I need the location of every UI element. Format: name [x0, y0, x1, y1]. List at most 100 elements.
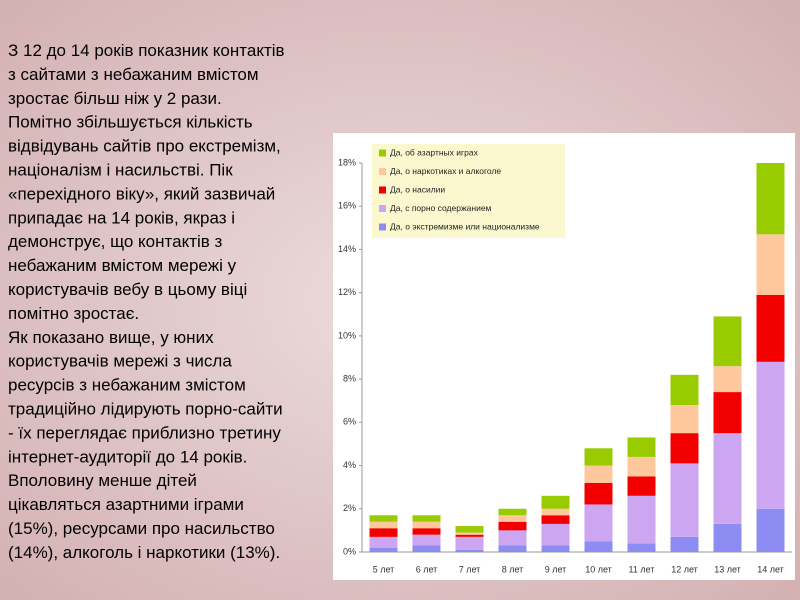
legend-label: Да, о наркотиках и алкоголе	[390, 166, 501, 176]
y-tick-label: 0%	[343, 546, 356, 556]
bar-segment	[670, 536, 699, 552]
bar-segment	[670, 374, 699, 406]
bar-segment	[412, 534, 441, 546]
text-line: припадає на 14 років, якраз і	[8, 208, 235, 227]
y-tick-label: 4%	[343, 460, 356, 470]
legend-swatch	[379, 223, 386, 231]
bar-segment	[369, 547, 398, 552]
bar-segment	[498, 508, 527, 516]
bar-segment	[369, 521, 398, 529]
y-tick-label: 2%	[343, 503, 356, 513]
text-line: традиційно лідирують порно-сайти	[8, 400, 283, 419]
bar-segment	[584, 541, 613, 552]
legend-swatch	[379, 149, 386, 157]
x-tick-label: 11 лет	[629, 564, 655, 574]
text-line: ресурсів з небажаним змістом	[8, 376, 246, 395]
x-tick-label: 12 лет	[671, 564, 698, 574]
bar-segment	[455, 532, 484, 535]
text-line: (15%), ресурсами про насильство	[8, 519, 275, 538]
bar-segment	[584, 448, 613, 466]
bar-segment	[756, 234, 785, 295]
x-tick-label: 9 лет	[545, 564, 567, 574]
text-line: Вполовину менше дітей	[8, 471, 197, 490]
x-tick-label: 6 лет	[416, 564, 438, 574]
y-tick-label: 10%	[338, 330, 356, 340]
bar-segment	[756, 508, 785, 552]
bar-segment	[541, 515, 570, 524]
text-line: інтернет-аудиторії до 14 років.	[8, 447, 247, 466]
bar-segment	[369, 536, 398, 548]
x-tick-label: 7 лет	[459, 564, 481, 574]
bar-segment	[498, 521, 527, 531]
text-line: користувачів мережі з числа	[8, 352, 232, 371]
bar-segment	[584, 465, 613, 483]
bar-segment	[713, 392, 742, 434]
text-line: демонструє, що контактів з	[8, 232, 223, 251]
y-tick-label: 8%	[343, 373, 356, 383]
bar-segment	[541, 523, 570, 546]
bar-segment	[455, 549, 484, 552]
bar-segment	[584, 504, 613, 542]
bar-segment	[412, 521, 441, 529]
text-line: (14%), алкоголь і наркотики (13%).	[8, 543, 280, 562]
text-line: відвідувань сайтів про екстремізм,	[8, 137, 281, 156]
x-tick-label: 5 лет	[373, 564, 395, 574]
bar-segment	[627, 495, 656, 544]
y-tick-label: 14%	[338, 244, 356, 254]
bar-segment	[670, 463, 699, 537]
text-line: націоналізм і насильстві. Пік	[8, 161, 233, 180]
bar-segment	[584, 482, 613, 505]
y-tick-label: 16%	[338, 201, 356, 211]
bar-segment	[713, 316, 742, 367]
y-tick-label: 6%	[343, 417, 356, 427]
legend-swatch	[379, 186, 386, 194]
x-tick-label: 14 лет	[757, 564, 784, 574]
text-line: Як показано вище, у юних	[8, 328, 214, 347]
text-line: користувачів вебу в цьому віці	[8, 280, 247, 299]
text-line: зростає більш ніж у 2 рази.	[8, 89, 222, 108]
bar-segment	[756, 361, 785, 509]
bar-segment	[455, 534, 484, 537]
bar-segment	[455, 526, 484, 533]
legend-label: Да, о насилии	[390, 184, 445, 194]
text-line: З 12 до 14 років показник контактів	[8, 41, 285, 60]
bar-segment	[627, 476, 656, 496]
bar-segment	[713, 523, 742, 552]
bar-segment	[541, 545, 570, 552]
x-tick-label: 13 лет	[714, 564, 741, 574]
bar-segment	[713, 366, 742, 393]
bar-segment	[670, 433, 699, 464]
bar-segment	[412, 545, 441, 552]
bar-segment	[455, 536, 484, 550]
y-tick-label: 18%	[338, 157, 356, 167]
bar-segment	[541, 508, 570, 516]
legend-swatch	[379, 205, 386, 212]
bar-segment	[412, 515, 441, 522]
bar-segment	[713, 433, 742, 524]
legend-label: Да, с порно содержанием	[390, 203, 492, 213]
bar-segment	[498, 530, 527, 546]
bar-segment	[412, 528, 441, 535]
bar-segment	[627, 543, 656, 552]
x-tick-label: 8 лет	[502, 564, 524, 574]
bar-segment	[541, 495, 570, 509]
y-tick-label: 12%	[338, 287, 356, 297]
bar-segment	[756, 163, 785, 235]
legend-label: Да, об азартных играх	[390, 147, 479, 157]
bar-segment	[498, 515, 527, 522]
bar-segment	[369, 515, 398, 522]
text-block: З 12 до 14 років показник контактів з сай…	[8, 41, 285, 562]
x-tick-label: 10 лет	[585, 564, 612, 574]
bar-segment	[627, 456, 656, 477]
text-line: з сайтами з небажаним вмістом	[8, 65, 259, 84]
bar-segment	[627, 437, 656, 457]
bar-segment	[756, 294, 785, 362]
bar-segment	[498, 545, 527, 552]
legend-box	[372, 144, 565, 238]
text-line: Помітно збільшується кількість	[8, 113, 253, 132]
bar-segment	[369, 528, 398, 537]
legend-label: Да, о экстремизме или национализме	[390, 221, 540, 231]
legend-swatch	[379, 168, 386, 175]
text-line: помітно зростає.	[8, 304, 139, 323]
